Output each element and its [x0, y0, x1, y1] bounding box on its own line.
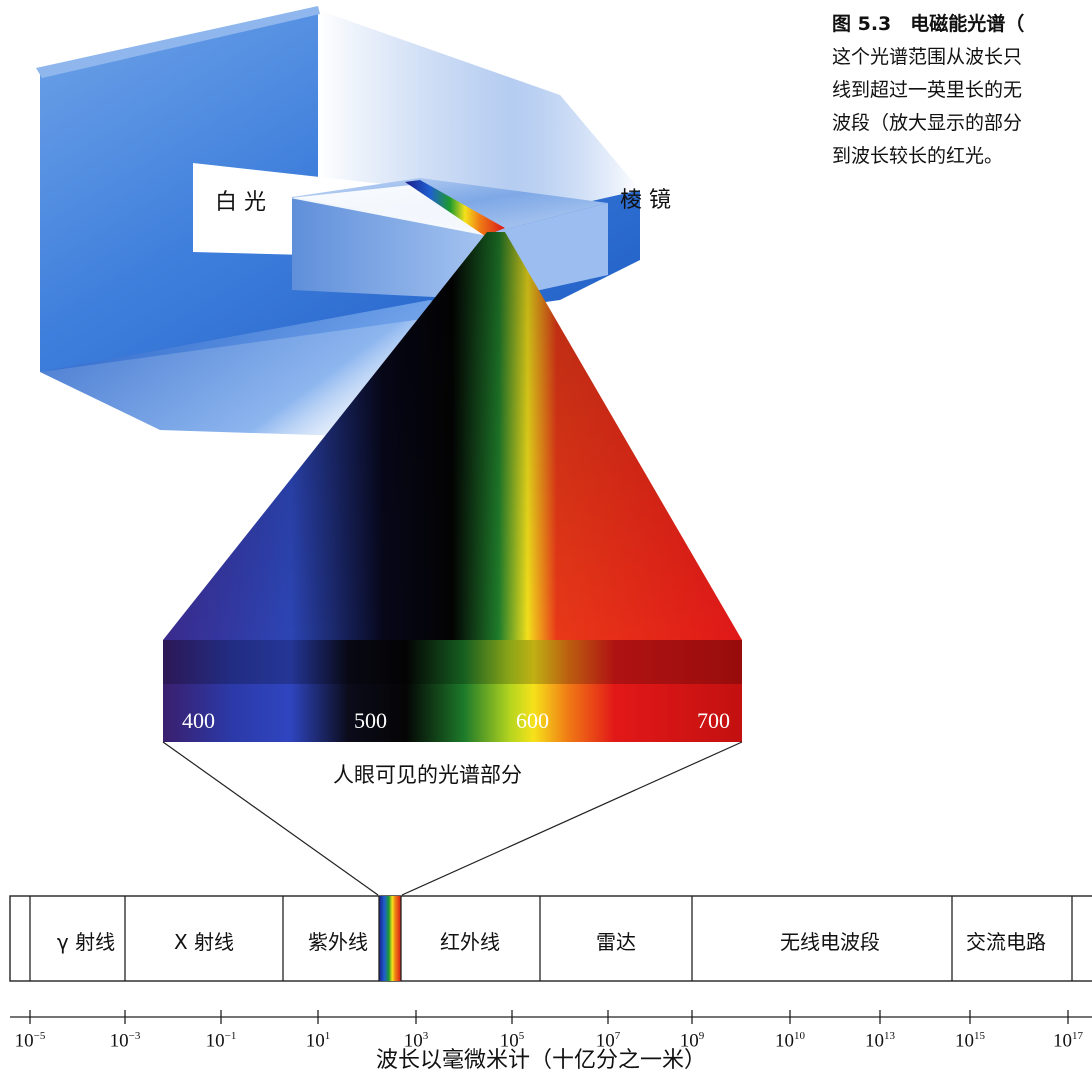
em-region-label: X 射线 [173, 930, 235, 954]
em-region-label: 红外线 [440, 930, 500, 954]
caption-line: 波段（放大显示的部分 [832, 112, 1023, 134]
visible-spectrum-label: 人眼可见的光谱部分 [333, 763, 522, 787]
spectrum-cone-shade [163, 232, 742, 640]
axis-tick-label: 10−1 [205, 1030, 237, 1052]
visible-spectrum-band [163, 640, 742, 742]
white-light-beam [290, 184, 498, 236]
em-visible-slice [379, 896, 401, 981]
wavelength-700: 700 [697, 708, 730, 733]
caption-line: 线到超过一英里长的无 [832, 79, 1023, 101]
em-region-label: γ 射线 [56, 930, 116, 954]
wavelength-600: 600 [516, 708, 549, 733]
axis-tick-label: 101 [305, 1030, 331, 1052]
axis-title: 波长以毫微米计（十亿分之一米） [376, 1048, 707, 1073]
axis-tick-label: 10−3 [109, 1030, 141, 1052]
em-region-dividers [29, 896, 1073, 981]
wall-top-edge [36, 6, 320, 78]
axis-tick-label: 105 [499, 1030, 525, 1052]
axis-tick-label: 1013 [865, 1030, 895, 1052]
em-region-label: 无线电波段 [780, 930, 880, 954]
zoom-line-left [162, 741, 379, 896]
em-region-label: 雷达 [596, 930, 636, 954]
zoom-line-right [401, 741, 743, 896]
wavelength-500: 500 [354, 708, 387, 733]
axis-tick-label: 109 [679, 1030, 705, 1052]
em-bar [9, 895, 1092, 982]
em-region-label: 交流电路 [966, 930, 1046, 954]
caption-line: 到波长较长的红光。 [832, 145, 1004, 167]
axis-tick-label: 103 [403, 1030, 429, 1052]
dispersed-beam-small [405, 180, 505, 236]
caption-line: 这个光谱范围从波长只 [832, 46, 1023, 68]
prism-label: 棱 镜 [620, 188, 671, 213]
white-light-label: 白 光 [215, 190, 266, 215]
axis-tick-label: 1015 [955, 1030, 985, 1052]
prism-front [292, 197, 495, 300]
wavelength-400: 400 [182, 708, 215, 733]
caption-title: 图 5.3 电磁能光谱（ [832, 13, 1025, 35]
axis-tick-label: 107 [595, 1030, 621, 1052]
axis-tick-label: 1010 [775, 1030, 805, 1052]
em-region-label: 紫外线 [308, 930, 368, 954]
figure-caption: 图 5.3 电磁能光谱（ 这个光谱范围从波长只 线到超过一英里长的无 波段（放大… [832, 8, 1092, 173]
wall-right-fade [318, 10, 640, 215]
axis-tick-label: 10−5 [14, 1030, 46, 1052]
visible-spectrum-band-top [163, 640, 742, 684]
em-axis-ticks [10, 1010, 1092, 1024]
axis-tick-label: 1017 [1053, 1030, 1083, 1052]
